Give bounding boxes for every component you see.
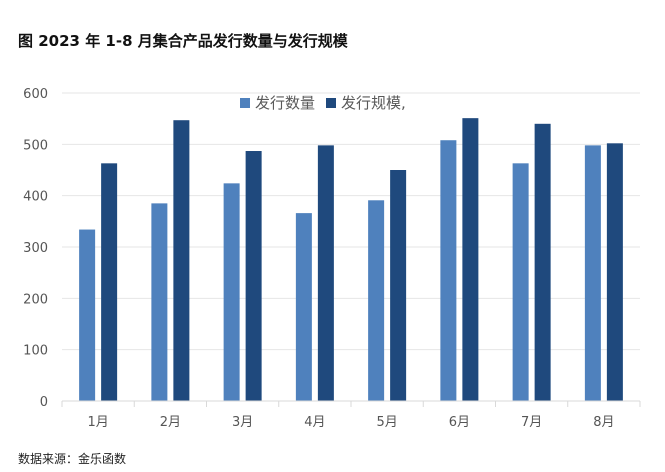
bar-count xyxy=(440,140,457,401)
y-axis-ticks: 0 100 200 300 400 500 600 xyxy=(23,87,48,410)
y-tick-label: 200 xyxy=(23,292,48,307)
bar-scale xyxy=(390,170,407,401)
bar-scale xyxy=(245,151,262,401)
x-tick-label: 7月 xyxy=(521,415,542,430)
bar-scale xyxy=(606,143,623,401)
y-tick-label: 400 xyxy=(23,190,48,205)
x-tick-label: 4月 xyxy=(304,415,325,430)
bar-count xyxy=(295,213,312,401)
legend-swatch xyxy=(326,98,336,108)
x-axis: 1月 2月 3月 4月 5月 6月 7月 8月 xyxy=(61,400,641,430)
x-tick-label: 2月 xyxy=(160,415,181,430)
bar-scale xyxy=(462,118,479,402)
bar-count xyxy=(368,200,385,401)
bar-count xyxy=(223,183,240,401)
x-tick-label: 8月 xyxy=(593,415,614,430)
y-tick-label: 500 xyxy=(23,138,48,153)
legend: 发行数量 发行规模, xyxy=(240,94,406,112)
bar-count xyxy=(584,145,601,401)
x-tick-label: 5月 xyxy=(376,415,397,430)
bars xyxy=(79,118,623,402)
chart-title: 图 2023 年 1-8 月集合产品发行数量与发行规模 xyxy=(18,32,348,50)
bar-scale xyxy=(534,123,551,402)
y-tick-label: 600 xyxy=(23,87,48,102)
bar-scale xyxy=(173,120,190,401)
x-tick-label: 3月 xyxy=(232,415,253,430)
data-source: 数据来源：金乐函数 xyxy=(18,452,127,466)
y-tick-label: 300 xyxy=(23,241,48,256)
bar-scale xyxy=(317,145,334,401)
bar-count xyxy=(79,229,96,401)
legend-label: 发行数量 xyxy=(255,94,315,112)
legend-label: 发行规模, xyxy=(341,94,406,112)
bar-count xyxy=(512,163,529,401)
x-tick-label: 1月 xyxy=(87,415,108,430)
y-tick-label: 100 xyxy=(23,344,48,359)
x-tick-label: 6月 xyxy=(449,415,470,430)
legend-swatch xyxy=(240,98,250,108)
bar-scale xyxy=(101,163,118,401)
y-tick-label: 0 xyxy=(40,395,48,410)
gridlines xyxy=(62,92,640,351)
bar-count xyxy=(151,203,168,401)
